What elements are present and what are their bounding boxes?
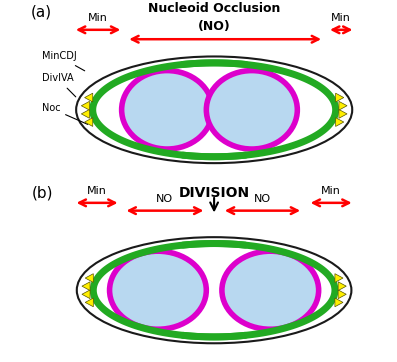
Polygon shape bbox=[335, 93, 344, 102]
Polygon shape bbox=[339, 101, 347, 110]
Ellipse shape bbox=[222, 251, 319, 329]
Ellipse shape bbox=[76, 56, 352, 163]
Ellipse shape bbox=[110, 251, 206, 329]
Text: Noc: Noc bbox=[42, 103, 88, 125]
Polygon shape bbox=[82, 290, 90, 299]
Ellipse shape bbox=[121, 71, 213, 149]
Text: (NO): (NO) bbox=[198, 20, 231, 33]
Polygon shape bbox=[338, 282, 346, 291]
Polygon shape bbox=[339, 109, 347, 118]
Polygon shape bbox=[85, 93, 93, 102]
Text: Min: Min bbox=[87, 186, 107, 196]
Text: DivIVA: DivIVA bbox=[42, 73, 76, 97]
Polygon shape bbox=[81, 109, 89, 118]
Polygon shape bbox=[85, 118, 93, 126]
Ellipse shape bbox=[77, 237, 351, 343]
Polygon shape bbox=[85, 298, 93, 307]
Polygon shape bbox=[335, 298, 343, 307]
Text: NO: NO bbox=[156, 194, 173, 204]
Polygon shape bbox=[82, 282, 90, 291]
Text: DIVISION: DIVISION bbox=[179, 186, 250, 200]
Text: Min: Min bbox=[88, 13, 108, 22]
Polygon shape bbox=[338, 290, 346, 299]
Text: Nucleoid Occlusion: Nucleoid Occlusion bbox=[148, 1, 280, 14]
Text: Min: Min bbox=[331, 13, 351, 22]
Polygon shape bbox=[335, 274, 343, 282]
Polygon shape bbox=[335, 118, 344, 126]
Text: MinCDJ: MinCDJ bbox=[42, 51, 85, 71]
Polygon shape bbox=[81, 101, 89, 110]
Text: (a): (a) bbox=[31, 5, 52, 20]
Text: NO: NO bbox=[254, 194, 271, 204]
Text: Min: Min bbox=[321, 186, 341, 196]
Ellipse shape bbox=[206, 71, 297, 149]
Text: (b): (b) bbox=[31, 186, 53, 201]
Polygon shape bbox=[85, 274, 93, 282]
